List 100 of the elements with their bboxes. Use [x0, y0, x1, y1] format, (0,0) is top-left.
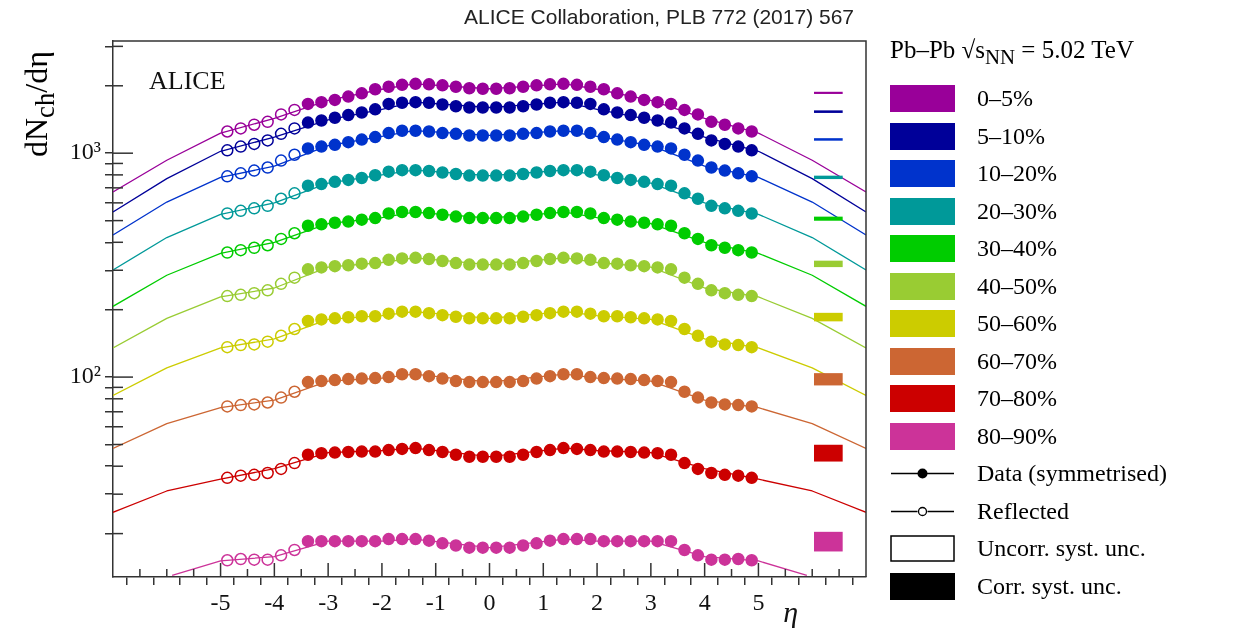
point [530, 126, 543, 140]
point [691, 232, 705, 246]
point [221, 246, 234, 259]
point [503, 82, 516, 95]
point [503, 312, 516, 325]
point [557, 124, 570, 137]
point [530, 308, 543, 322]
point [355, 171, 369, 185]
point [570, 96, 584, 109]
point [422, 306, 436, 320]
point [288, 103, 301, 117]
point [221, 400, 234, 413]
point [261, 284, 274, 297]
point [395, 205, 409, 219]
x-tick-label: 0 [483, 588, 496, 615]
point [328, 373, 342, 387]
point [691, 462, 705, 476]
point [543, 78, 557, 91]
point [651, 534, 664, 548]
x-tick-label: 1 [537, 588, 550, 615]
point [342, 311, 355, 324]
point [234, 243, 247, 257]
point [624, 445, 637, 459]
point [584, 97, 597, 111]
point [234, 552, 247, 566]
legend-label: 60–70% [977, 347, 1057, 375]
point [557, 532, 570, 546]
point [503, 169, 516, 182]
point [463, 312, 476, 325]
point [597, 130, 611, 144]
point [718, 286, 732, 300]
point [597, 103, 611, 116]
point [557, 251, 570, 265]
point [557, 367, 570, 381]
point [409, 367, 422, 381]
point [584, 307, 597, 320]
point [328, 446, 342, 459]
point [449, 210, 463, 223]
point [570, 205, 584, 219]
point [315, 95, 328, 109]
point [247, 118, 261, 131]
point [247, 338, 261, 351]
point [718, 468, 732, 482]
point [368, 211, 382, 225]
point [584, 443, 597, 457]
point [342, 108, 355, 122]
point [705, 115, 718, 129]
point [463, 82, 476, 95]
point [234, 122, 247, 135]
point [436, 126, 449, 140]
point [328, 175, 342, 189]
point [288, 271, 301, 284]
point [368, 130, 382, 144]
point [382, 97, 395, 111]
point [516, 167, 530, 181]
point [718, 164, 732, 177]
legend-label: 10–20% [977, 160, 1057, 188]
point [745, 144, 758, 157]
point [516, 100, 530, 113]
point [382, 443, 395, 457]
point [651, 114, 664, 127]
point [409, 532, 422, 546]
text: Data (symmetrised) [977, 460, 1167, 488]
point [543, 96, 557, 109]
point [610, 445, 624, 458]
point [610, 534, 624, 548]
point [745, 246, 758, 259]
point [503, 541, 516, 554]
point [732, 243, 745, 257]
point [718, 118, 732, 131]
point [543, 206, 557, 220]
point [274, 108, 288, 121]
point [732, 288, 745, 302]
point [530, 445, 543, 459]
legend-label: 50–60% [977, 310, 1057, 338]
point [436, 98, 449, 111]
point [597, 83, 611, 96]
point [409, 205, 422, 219]
point [463, 211, 476, 225]
point [597, 169, 611, 182]
x-tick-label: -3 [318, 588, 339, 615]
point [637, 446, 651, 459]
point [584, 165, 597, 178]
point [328, 216, 342, 230]
point [705, 161, 718, 174]
point [651, 374, 664, 388]
point [651, 140, 664, 153]
point [489, 312, 503, 325]
point [664, 179, 678, 192]
point [234, 398, 247, 412]
point [624, 215, 637, 228]
point [382, 207, 395, 220]
text: Uncorr. syst. unc. [977, 535, 1146, 563]
point [557, 95, 570, 109]
point [624, 258, 637, 272]
point [516, 256, 530, 270]
point [368, 309, 382, 323]
point [557, 163, 570, 177]
point [597, 371, 611, 385]
point [449, 374, 463, 388]
